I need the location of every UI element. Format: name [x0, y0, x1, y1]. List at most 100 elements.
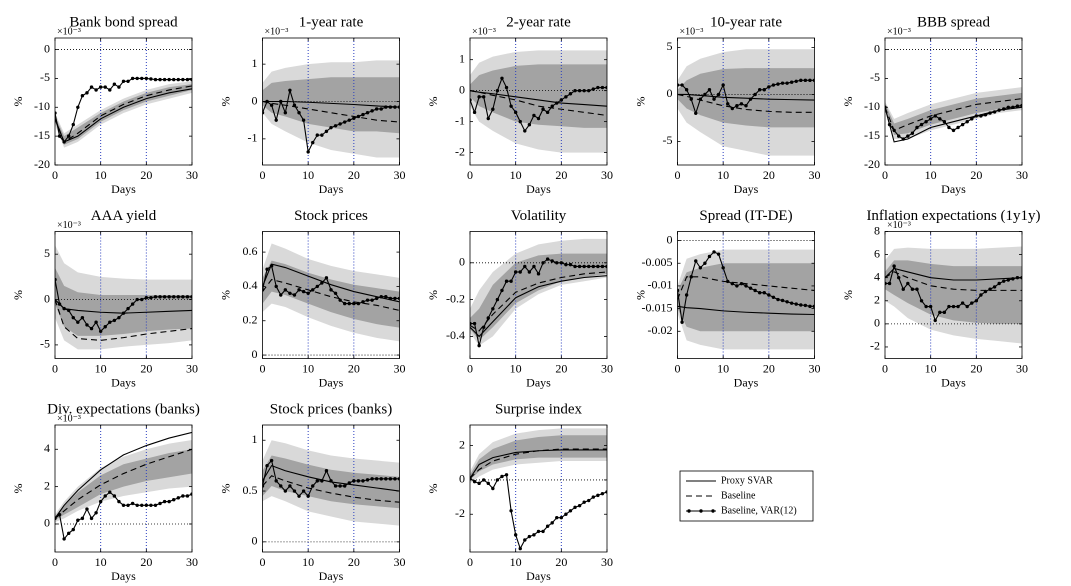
- data-point: [753, 288, 757, 293]
- data-point: [112, 318, 117, 323]
- y-tick-label: -5: [663, 133, 673, 147]
- data-point: [333, 484, 338, 488]
- data-point: [89, 326, 94, 331]
- data-point: [185, 295, 190, 299]
- data-point: [89, 85, 94, 89]
- data-point: [265, 463, 269, 468]
- confidence-band: [470, 64, 607, 128]
- data-point: [158, 77, 162, 82]
- data-point: [762, 88, 766, 92]
- y-tick-label: -0.01: [648, 278, 673, 292]
- y-tick-label: 4: [874, 269, 880, 283]
- data-point: [573, 264, 577, 269]
- data-point: [356, 114, 361, 119]
- data-point: [680, 83, 684, 87]
- data-point: [112, 494, 117, 498]
- y-axis-label: %: [633, 97, 647, 107]
- data-point: [780, 81, 785, 85]
- data-point: [596, 264, 600, 269]
- data-point: [361, 112, 365, 117]
- data-point: [1015, 104, 1020, 108]
- y-tick-label: 2: [874, 293, 880, 307]
- data-point: [292, 489, 297, 493]
- data-point: [153, 503, 158, 508]
- x-axis-label: Days: [526, 569, 551, 583]
- legend-marker: [711, 509, 715, 513]
- series-line: [885, 98, 1022, 132]
- data-point: [555, 261, 559, 265]
- data-point: [491, 307, 495, 311]
- data-point: [347, 118, 351, 122]
- data-point: [495, 478, 500, 482]
- data-point: [324, 469, 329, 473]
- data-point: [140, 297, 144, 302]
- data-point: [901, 137, 905, 141]
- data-point: [753, 92, 757, 97]
- data-point: [573, 505, 577, 510]
- y-tick-label: -10: [34, 99, 50, 113]
- data-point: [262, 288, 265, 292]
- y-tick-label: 0: [459, 472, 465, 486]
- y-tick-label: 0: [874, 316, 880, 330]
- data-point: [333, 124, 338, 128]
- data-point: [379, 107, 383, 111]
- x-tick-label: 10: [717, 168, 729, 182]
- data-point: [577, 264, 582, 269]
- series-line: [55, 299, 192, 314]
- panel: 0 10 20 30 0 0.5 1 Days% Stock prices (banks): [218, 401, 405, 582]
- x-tick-label: 0: [260, 168, 266, 182]
- legend-marker: [699, 509, 703, 513]
- data-point: [288, 88, 292, 92]
- data-point: [748, 97, 753, 101]
- data-point: [324, 276, 329, 280]
- data-point: [352, 301, 356, 306]
- data-point: [716, 92, 721, 97]
- data-point: [117, 315, 121, 320]
- x-axis-label: Days: [941, 375, 966, 389]
- data-point: [62, 140, 66, 144]
- data-point: [71, 122, 75, 127]
- x-tick-label: 0: [52, 361, 58, 375]
- series-line: [262, 464, 400, 492]
- x-tick-label: 20: [140, 361, 152, 375]
- data-point: [789, 80, 794, 84]
- data-point: [329, 125, 333, 130]
- y-tick-label: 0.4: [243, 278, 258, 292]
- x-axis-label: Days: [734, 182, 759, 196]
- panel: 0 10 20 30 0 0.2 0.4 0.6 Days% Stock prices: [218, 208, 405, 389]
- x-axis-label: Days: [319, 375, 344, 389]
- plot-area: [885, 38, 1022, 165]
- confidence-band: [262, 77, 400, 134]
- data-point: [329, 288, 333, 292]
- data-point: [343, 301, 347, 306]
- data-point: [794, 302, 798, 306]
- plot-area: [262, 425, 400, 552]
- data-point: [338, 298, 342, 302]
- series-line: [470, 474, 607, 550]
- y-tick-label: 0: [44, 41, 50, 55]
- data-point: [974, 299, 979, 303]
- series-line: [470, 90, 607, 116]
- series-line: [470, 448, 607, 479]
- legend-marker: [687, 509, 691, 513]
- data-point: [523, 538, 527, 542]
- data-point: [76, 105, 80, 109]
- data-point: [587, 88, 591, 93]
- data-point: [108, 88, 112, 92]
- data-point: [181, 494, 185, 498]
- x-tick-label: 30: [394, 168, 406, 182]
- axes-frame: [54, 231, 193, 359]
- axis-exponent: ×10⁻³: [57, 26, 81, 37]
- series-line: [262, 263, 400, 303]
- data-point: [965, 304, 969, 309]
- data-point: [513, 533, 518, 537]
- data-point: [55, 516, 57, 521]
- data-point: [591, 495, 595, 499]
- axes-frame: [469, 37, 608, 166]
- data-point: [94, 511, 98, 515]
- data-point: [486, 116, 490, 121]
- series-line: [262, 100, 400, 123]
- data-point: [108, 320, 112, 324]
- y-tick-label: 0.5: [243, 483, 258, 497]
- data-point: [518, 119, 522, 124]
